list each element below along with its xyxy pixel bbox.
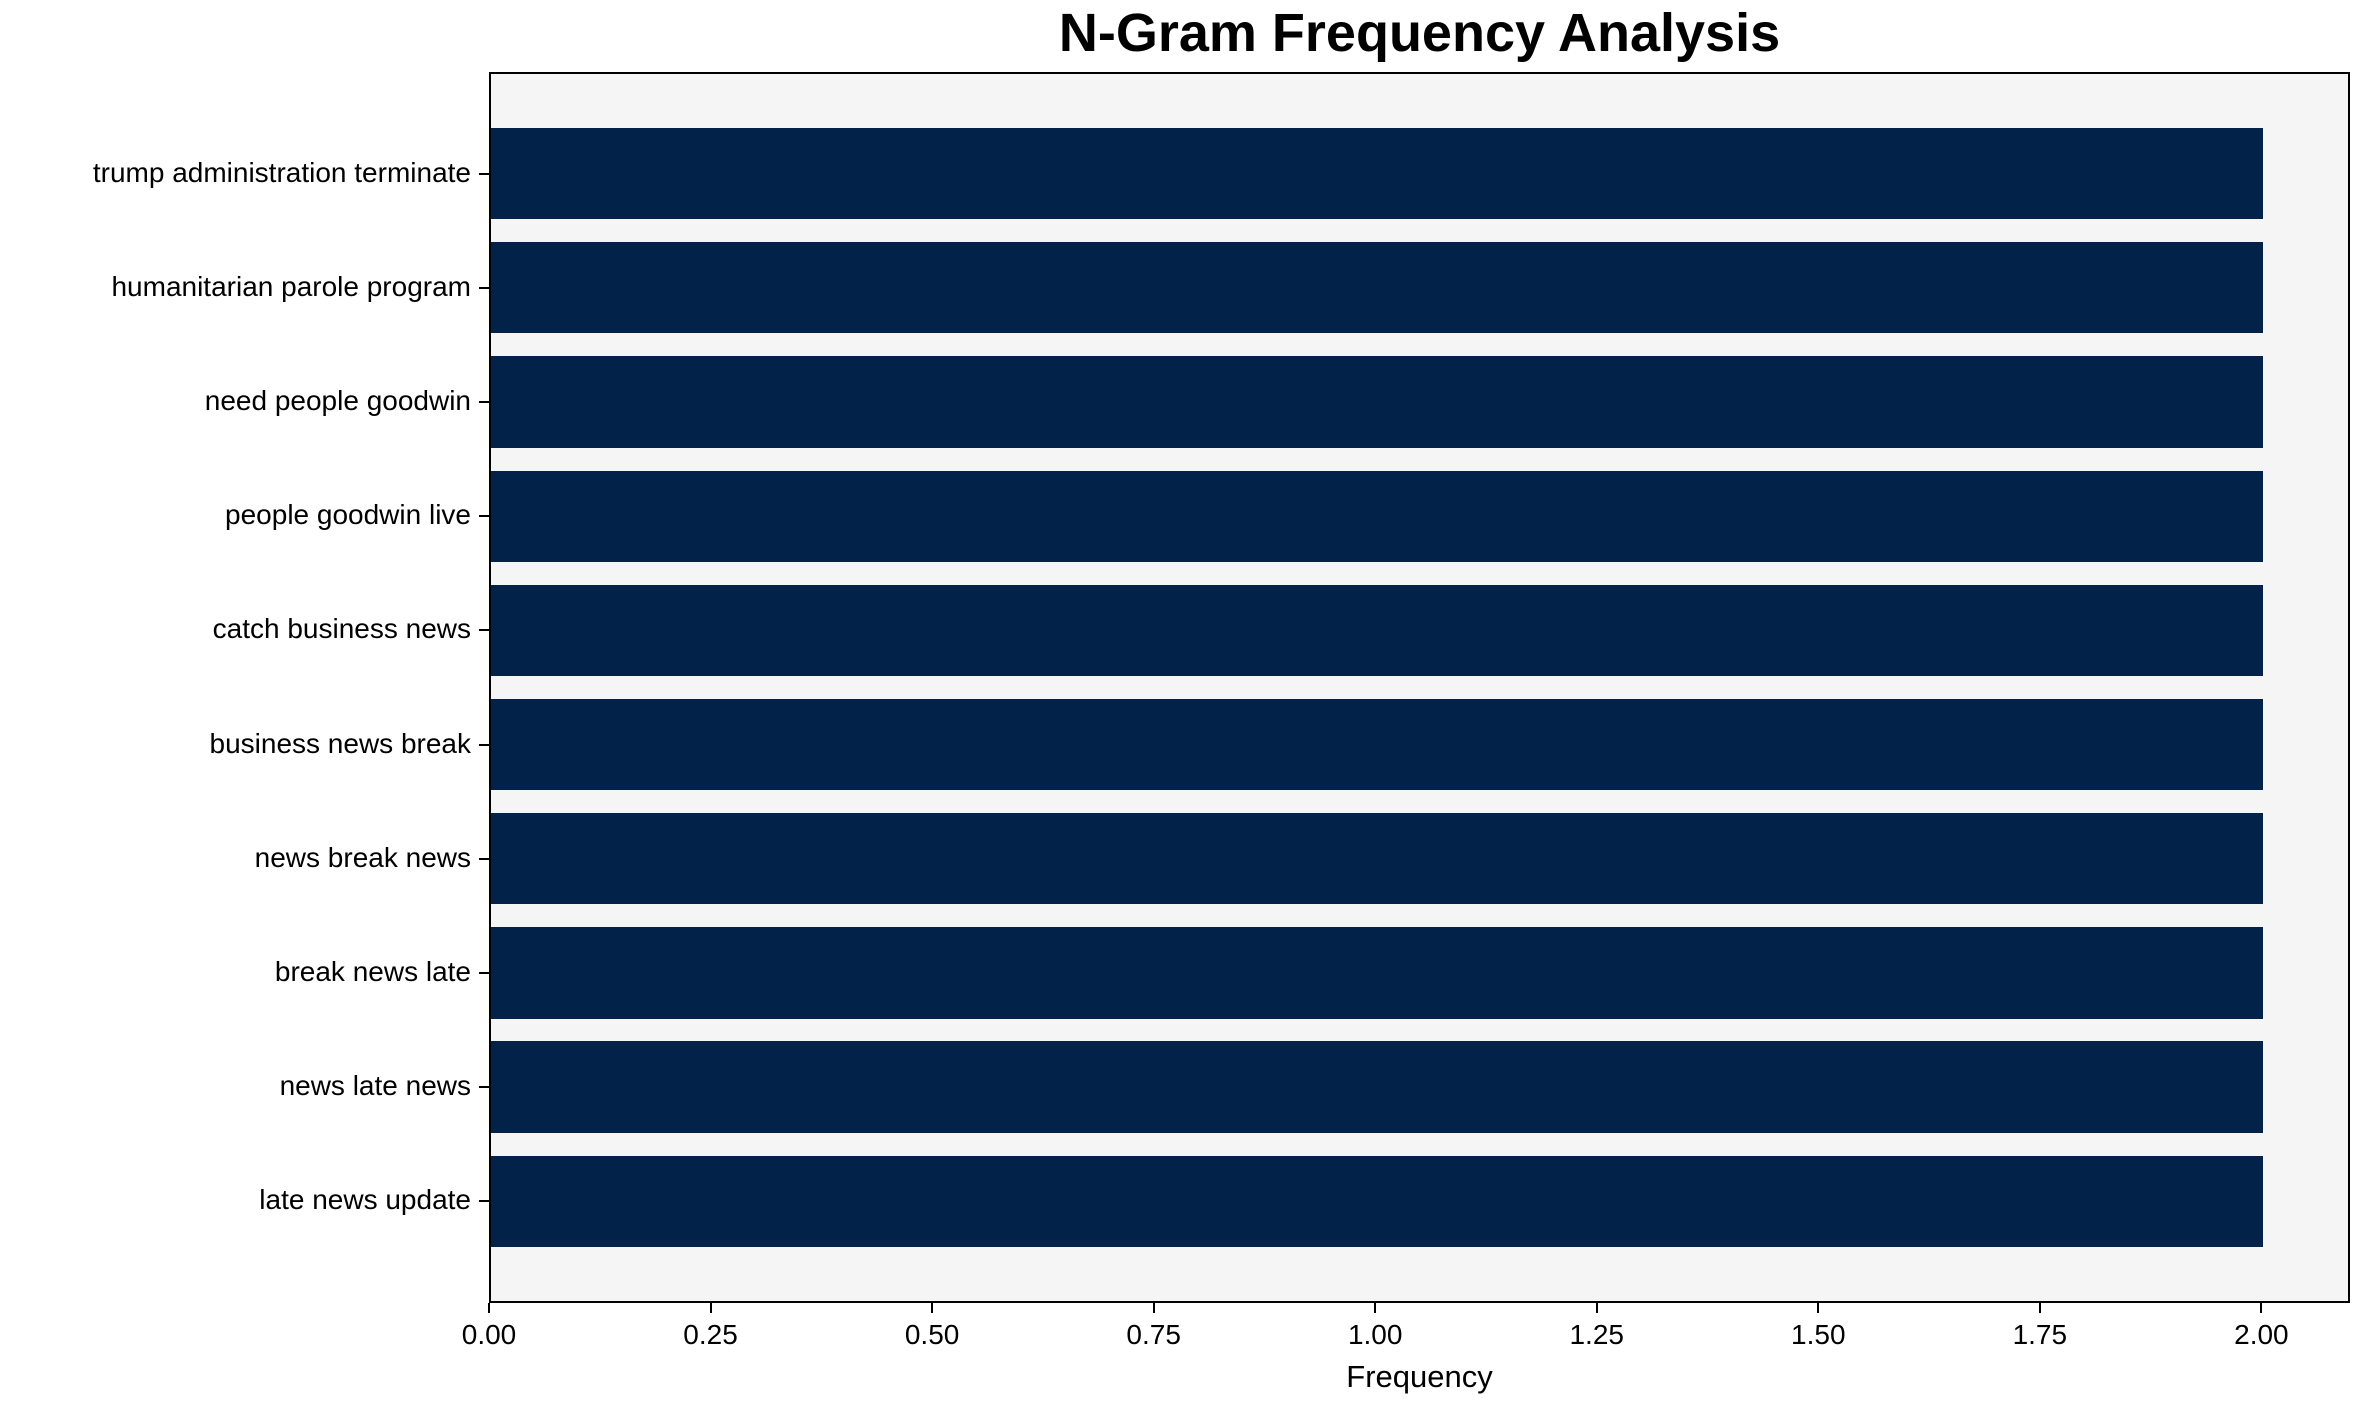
x-tick-mark xyxy=(488,1303,490,1313)
x-tick-label: 0.25 xyxy=(683,1319,738,1350)
y-tick-mark xyxy=(479,401,489,404)
y-tick-label: news late news xyxy=(279,1070,471,1102)
x-tick-mark xyxy=(931,1303,934,1313)
y-tick-mark xyxy=(479,286,489,289)
y-tick-label: humanitarian parole program xyxy=(111,270,471,302)
y-tick-label: business news break xyxy=(209,727,471,759)
bar xyxy=(491,127,2264,220)
bar xyxy=(491,584,2264,677)
y-tick-mark xyxy=(479,172,489,175)
x-tick-mark xyxy=(2038,1303,2041,1313)
x-axis-label: Frequency xyxy=(1346,1359,1493,1394)
x-tick-label: 1.50 xyxy=(1791,1319,1846,1350)
x-tick-mark xyxy=(1152,1303,1155,1313)
y-tick-label: people goodwin live xyxy=(225,499,471,531)
y-tick-label: catch business news xyxy=(212,613,471,645)
bar xyxy=(491,1041,2264,1133)
x-tick-mark xyxy=(1374,1303,1377,1313)
bar xyxy=(491,927,2264,1019)
y-tick-label: need people goodwin xyxy=(204,385,471,417)
bar xyxy=(491,356,2264,448)
bar xyxy=(491,698,2264,791)
bar xyxy=(491,1155,2264,1248)
bar xyxy=(491,813,2264,905)
x-tick-mark xyxy=(2260,1303,2263,1313)
y-tick-mark xyxy=(479,1200,489,1203)
plot-area xyxy=(489,72,2350,1303)
x-tick-label: 0.75 xyxy=(1126,1319,1181,1350)
chart-title: N-Gram Frequency Analysis xyxy=(1058,3,1781,63)
y-tick-label: late news update xyxy=(259,1184,471,1216)
y-tick-mark xyxy=(479,743,489,746)
x-tick-mark xyxy=(1817,1303,1820,1313)
x-tick-mark xyxy=(709,1303,712,1313)
y-tick-label: news break news xyxy=(254,841,471,873)
x-tick-label: 0.00 xyxy=(461,1319,517,1350)
x-tick-label: 0.50 xyxy=(904,1319,960,1350)
x-tick-label: 2.00 xyxy=(2234,1319,2289,1350)
x-tick-label: 1.25 xyxy=(1569,1319,1624,1350)
bar xyxy=(491,470,2264,562)
x-tick-label: 1.00 xyxy=(1347,1319,1403,1350)
y-tick-label: break news late xyxy=(274,955,471,987)
y-tick-mark xyxy=(479,629,489,632)
x-tick-mark xyxy=(1595,1303,1598,1313)
y-tick-mark xyxy=(479,971,489,974)
y-tick-mark xyxy=(479,857,489,860)
y-tick-label: trump administration terminate xyxy=(92,156,471,188)
y-tick-mark xyxy=(479,1086,489,1089)
x-tick-label: 1.75 xyxy=(2012,1319,2068,1350)
y-tick-mark xyxy=(479,515,489,518)
bar xyxy=(491,242,2264,334)
